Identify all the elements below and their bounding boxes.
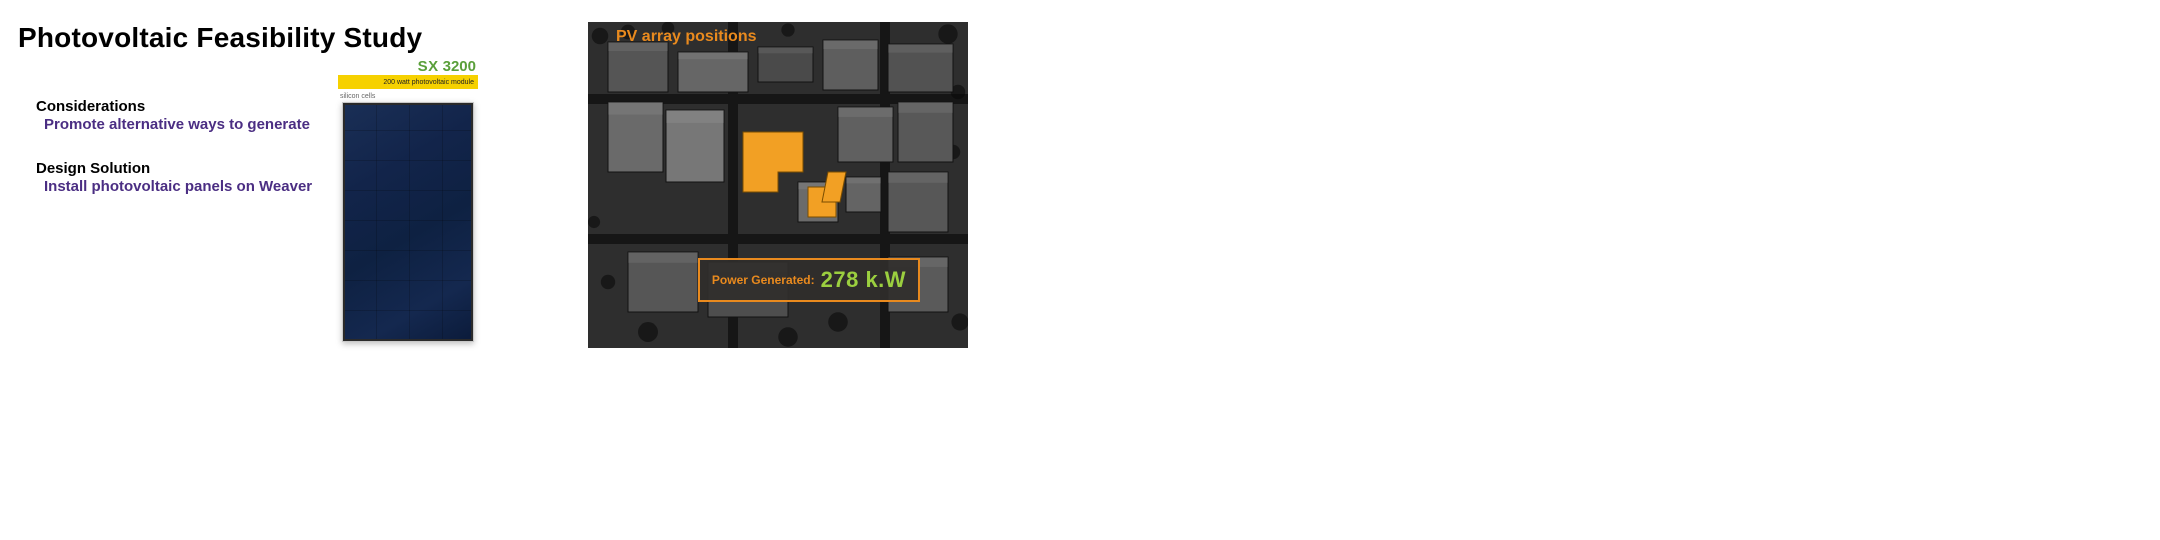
design-body: Install photovoltaic panels on Weaver	[44, 177, 336, 197]
page-title: Photovoltaic Feasibility Study	[18, 22, 422, 54]
design-heading: Design Solution	[36, 160, 336, 177]
power-generated-box: Power Generated: 278 k.W	[698, 258, 920, 302]
considerations-block: Considerations Promote alternative ways …	[36, 98, 336, 135]
panel-spec-text: 200 watt photovoltaic module	[383, 79, 474, 86]
aerial-map: PV array positions Power Generated: 278 …	[588, 22, 968, 348]
considerations-body: Promote alternative ways to generate	[44, 115, 336, 135]
power-value: 278 k.W	[821, 267, 906, 293]
design-solution-block: Design Solution Install photovoltaic pan…	[36, 160, 336, 197]
power-label: Power Generated:	[712, 273, 815, 287]
aerial-title: PV array positions	[616, 28, 757, 46]
panel-model: 3200	[443, 58, 476, 75]
panel-model-line: SX 3200	[338, 58, 478, 75]
panel-spec-strip: 200 watt photovoltaic module	[338, 75, 478, 89]
panel-brand: SX	[418, 58, 439, 75]
pv-panel-figure: SX 3200 200 watt photovoltaic module sil…	[338, 58, 478, 342]
pv-panel-image	[342, 102, 474, 342]
considerations-heading: Considerations	[36, 98, 336, 115]
panel-tiny-caption: silicon cells	[340, 93, 478, 100]
